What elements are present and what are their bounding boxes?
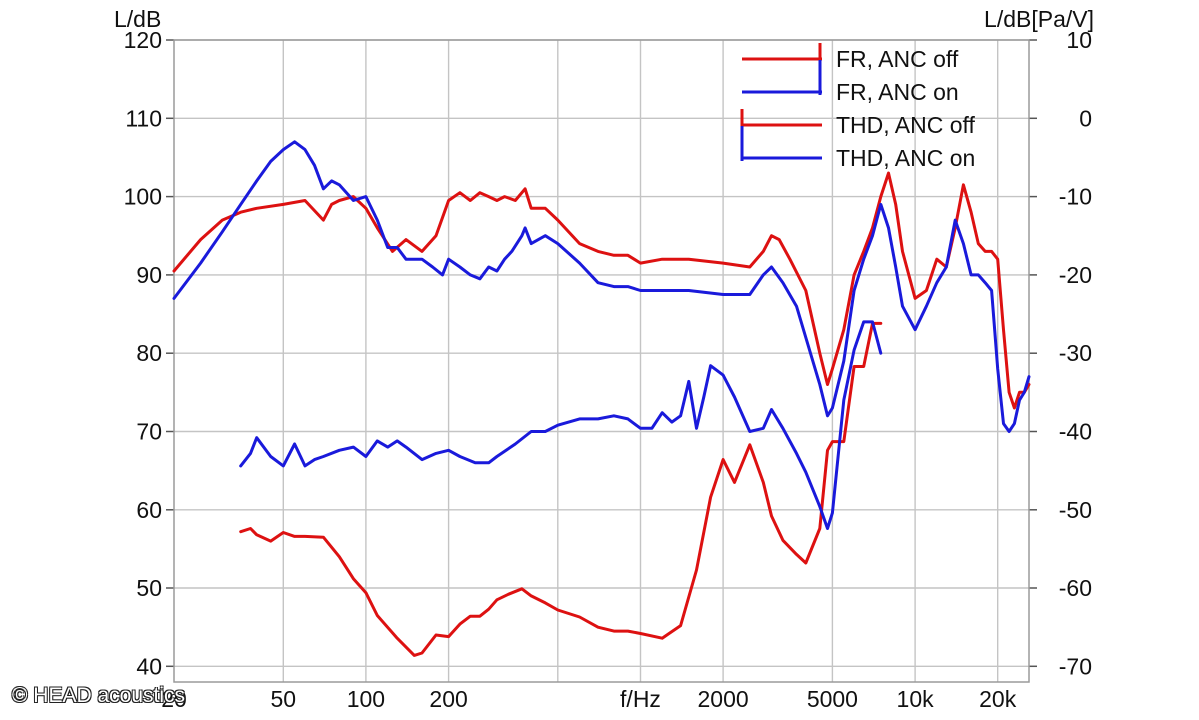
- legend-entry: THD, ANC on: [740, 126, 975, 171]
- y-left-tick-label: 50: [136, 575, 162, 601]
- series-lines: [172, 140, 1031, 657]
- y-right-tick-label: -30: [1059, 340, 1092, 366]
- x-tick-label: 20k: [979, 686, 1017, 712]
- y-right-tick-label: 10: [1066, 27, 1092, 53]
- y-left-tick-label: 90: [136, 262, 162, 288]
- legend: FR, ANC off FR, ANC on THD, ANC off THD, AN…: [740, 43, 975, 171]
- legend-label: FR, ANC off: [836, 46, 959, 72]
- plot-frame: [173, 39, 1030, 683]
- x-tick-label: 20: [161, 686, 187, 712]
- copyright-watermark: © HEAD acoustics: [12, 684, 186, 707]
- y-right-tick-label: 0: [1079, 105, 1092, 131]
- y-right-tick-label: -20: [1059, 262, 1092, 288]
- y-left-tick-label: 40: [136, 653, 162, 679]
- x-tick-label: 10k: [897, 686, 935, 712]
- series-line-fr-anc-off: [172, 171, 1031, 410]
- y-right-axis-title: L/dB[Pa/V]: [984, 6, 1094, 32]
- y-right-tick-label: -40: [1059, 419, 1092, 445]
- y-right-tick-label: -60: [1059, 575, 1092, 601]
- series-line-thd-anc-on: [239, 320, 883, 530]
- legend-label: THD, ANC on: [836, 145, 975, 171]
- legend-entry: FR, ANC on: [742, 60, 959, 105]
- legend-label: THD, ANC off: [836, 112, 975, 138]
- x-tick-label: 100: [347, 686, 385, 712]
- y-right-tick-label: -10: [1059, 184, 1092, 210]
- y-right-tick-label: -70: [1059, 653, 1092, 679]
- y-left-tick-label: 110: [125, 105, 162, 131]
- x-tick-label: 2000: [698, 686, 749, 712]
- y-left-tick-label: 120: [124, 27, 162, 53]
- y-right-tick-label: -50: [1059, 497, 1092, 523]
- y-left-tick-label: 80: [136, 340, 162, 366]
- x-tick-label: 5000: [807, 686, 858, 712]
- y-left-tick-label: 100: [124, 184, 162, 210]
- series-line-fr-anc-on: [172, 140, 1031, 433]
- y-left-tick-label: 60: [136, 497, 162, 523]
- y-left-axis-title: L/dB: [114, 6, 161, 32]
- legend-label: FR, ANC on: [836, 79, 959, 105]
- y-left-tick-label: 70: [136, 419, 162, 445]
- x-tick-label: f/Hz: [620, 686, 661, 712]
- series-line-thd-anc-off: [239, 321, 883, 657]
- x-tick-label: 50: [271, 686, 297, 712]
- grid-lines: [166, 39, 1037, 682]
- legend-entry: FR, ANC off: [742, 43, 959, 72]
- x-tick-label: 200: [429, 686, 467, 712]
- legend-entry: THD, ANC off: [740, 109, 975, 138]
